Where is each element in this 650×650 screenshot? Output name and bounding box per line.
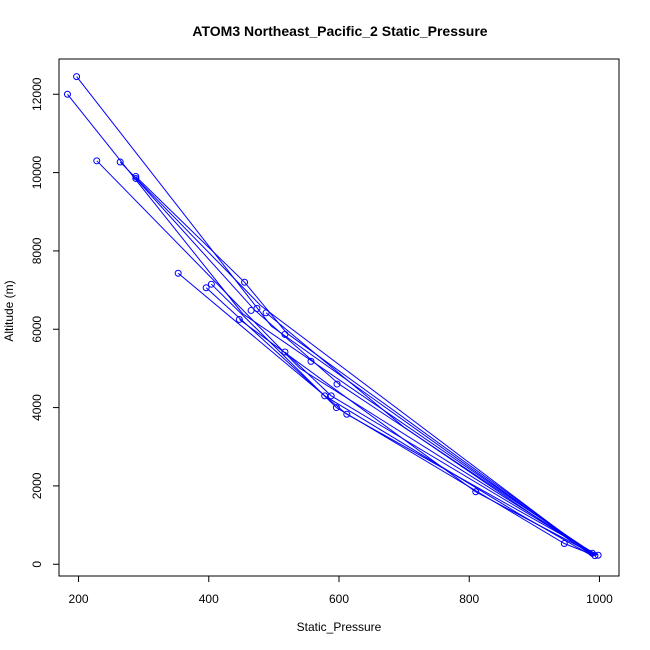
data-point	[281, 330, 289, 338]
y-tick-label: 6000	[30, 316, 44, 343]
data-point	[235, 315, 243, 323]
chart-title: ATOM3 Northeast_Pacific_2 Static_Pressur…	[192, 23, 487, 39]
data-point	[591, 552, 599, 560]
data-point	[560, 539, 568, 547]
series-line	[205, 287, 594, 557]
series-line	[135, 176, 595, 557]
y-tick-label: 12000	[30, 77, 44, 111]
data-point	[132, 174, 140, 182]
x-tick-label: 600	[329, 592, 349, 606]
x-axis-label: Static_Pressure	[297, 620, 382, 634]
data-point	[343, 410, 351, 418]
series-line	[265, 312, 594, 557]
x-tick-label: 200	[69, 592, 89, 606]
series-lines	[67, 76, 599, 557]
series-points	[63, 73, 602, 560]
data-point	[207, 280, 215, 288]
data-point	[132, 173, 140, 180]
series-line	[135, 178, 597, 556]
data-point	[333, 380, 341, 388]
data-point	[73, 73, 81, 81]
series-line	[211, 283, 596, 557]
data-point	[327, 392, 335, 400]
y-axis-label: Altitude (m)	[2, 280, 16, 341]
series-line	[119, 161, 593, 556]
x-tick-label: 400	[199, 592, 219, 606]
data-point	[241, 278, 249, 286]
series-line	[96, 160, 596, 555]
data-point	[281, 348, 289, 356]
series-line	[284, 351, 598, 556]
data-point	[253, 304, 261, 312]
y-tick-label: 10000	[30, 156, 44, 190]
data-point	[93, 157, 101, 165]
y-axis: 0 2000 4000 6000 8000 10000 12000	[30, 77, 60, 568]
data-point	[174, 269, 182, 277]
y-tick-label: 8000	[30, 237, 44, 264]
data-point	[472, 488, 480, 496]
y-tick-label: 2000	[30, 472, 44, 499]
data-point	[63, 90, 71, 98]
x-tick-label: 800	[459, 592, 479, 606]
data-point	[116, 158, 124, 166]
data-point	[262, 309, 270, 317]
data-point	[332, 404, 340, 412]
series-line	[76, 76, 594, 556]
y-tick-label: 0	[30, 561, 44, 568]
data-point	[307, 357, 315, 365]
data-point	[202, 284, 210, 292]
series-line	[239, 319, 595, 555]
y-tick-label: 4000	[30, 394, 44, 421]
x-axis: 200 400 600 800 1000	[69, 575, 613, 606]
data-point	[321, 392, 329, 400]
x-tick-label: 1000	[586, 592, 613, 606]
data-point	[594, 551, 602, 559]
